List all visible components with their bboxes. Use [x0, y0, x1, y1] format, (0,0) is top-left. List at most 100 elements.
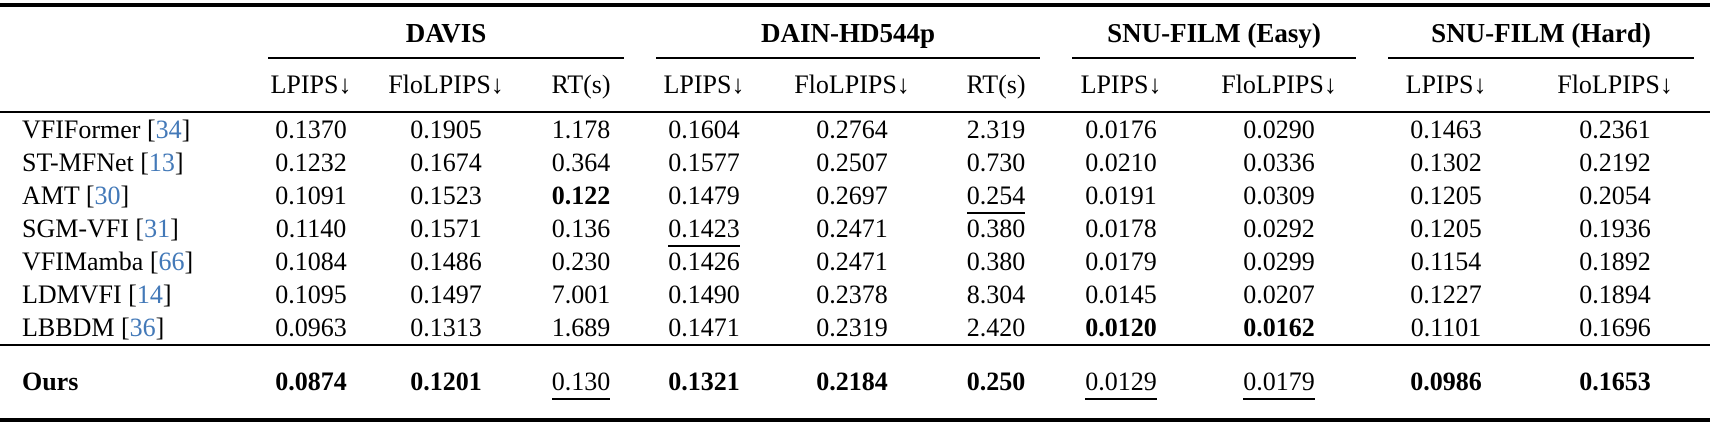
metric-value: 1.689	[551, 312, 611, 342]
citation-number[interactable]: 66	[158, 246, 185, 276]
metric-value: 2.319	[966, 114, 1026, 144]
method-name: LDMVFI	[22, 279, 122, 309]
citation-close-bracket: ]	[120, 180, 130, 210]
metric-value: 0.2378	[816, 279, 888, 309]
metric-value: 0.1095	[275, 279, 347, 309]
metric-value: 0.130	[551, 367, 611, 400]
citation-number[interactable]: 31	[144, 213, 171, 243]
metric-value: 0.0309	[1243, 180, 1315, 210]
metric-cell: 0.254	[936, 179, 1056, 214]
metric-value: 0.250	[966, 367, 1026, 396]
metric-value: 0.1894	[1579, 279, 1651, 309]
metric-value: 0.122	[551, 180, 611, 210]
table-row: LDMVFI [14] 0.1095 0.1497 7.001 0.1490 0.2378…	[0, 278, 1710, 311]
metric-value: 0.1479	[668, 180, 740, 210]
citation-number[interactable]: 30	[94, 180, 121, 210]
method-cell: AMT [30]	[0, 179, 252, 212]
metric-cell: 0.1095	[252, 278, 370, 311]
metric-value: 0.2361	[1579, 114, 1651, 144]
table-row: Ours 0.0874 0.1201 0.130 0.1321 0.2184 0.250 0.…	[0, 344, 1710, 422]
metric-cell: 0.1205	[1372, 212, 1520, 245]
citation-number[interactable]: 34	[155, 114, 182, 144]
metric-cell: 0.2471	[768, 212, 936, 245]
group-header-row: DAVIS DAIN-HD544p SNU-FILM (Easy) SNU-FI…	[0, 3, 1710, 113]
col-header-snu-easy-lpips: LPIPS↓	[1056, 59, 1187, 113]
metric-value: 0.0179	[1243, 367, 1315, 400]
metric-cell: 0.0162	[1186, 311, 1372, 345]
method-name: AMT	[22, 180, 80, 210]
metric-cell: 0.1091	[252, 179, 370, 212]
metric-value: 0.1604	[668, 114, 740, 144]
metric-cell: 0.364	[522, 146, 640, 179]
metric-cell: 0.1471	[640, 311, 768, 345]
metric-value: 0.1201	[410, 367, 482, 396]
metric-cell: 0.1201	[370, 344, 522, 422]
metric-cell: 0.1370	[252, 112, 370, 146]
metric-cell: 2.319	[936, 112, 1056, 146]
method-cell: VFIMamba [66]	[0, 245, 252, 278]
metric-value: 0.1205	[1410, 213, 1482, 243]
metric-cell: 0.1674	[370, 146, 522, 179]
metric-value: 0.1321	[668, 367, 740, 396]
metric-cell: 0.1084	[252, 245, 370, 278]
metric-value: 0.1313	[410, 312, 482, 346]
metric-cell: 0.0292	[1186, 212, 1372, 245]
group-header-snu-film-easy: SNU-FILM (Easy)	[1056, 3, 1373, 61]
metric-cell: 2.420	[936, 311, 1056, 345]
citation-open-bracket: [	[114, 312, 130, 342]
method-name: LBBDM	[22, 312, 115, 342]
metric-value: 0.0292	[1243, 213, 1315, 243]
metric-value: 0.2471	[816, 213, 888, 243]
col-header-davis-rt: RT(s)	[522, 59, 641, 113]
method-name: VFIMamba	[22, 246, 144, 276]
metric-cell: 0.1936	[1520, 212, 1710, 245]
metric-value: 0.0986	[1410, 367, 1482, 396]
metric-cell: 0.0290	[1186, 112, 1372, 146]
metric-value: 0.2764	[816, 114, 888, 144]
citation-number[interactable]: 36	[129, 312, 156, 342]
metric-value: 0.2184	[816, 367, 888, 396]
metric-cell: 0.0179	[1186, 344, 1373, 422]
metric-value: 0.0179	[1085, 246, 1157, 276]
metric-value: 0.380	[966, 213, 1026, 243]
citation-number[interactable]: 13	[148, 147, 175, 177]
method-name: SGM-VFI	[22, 213, 129, 243]
citation-open-bracket: [	[128, 213, 145, 243]
metric-value: 0.0145	[1085, 279, 1157, 309]
table-row: AMT [30] 0.1091 0.1523 0.122 0.1479 0.2697 0.2…	[0, 179, 1710, 214]
metric-cell: 0.1486	[370, 245, 522, 278]
method-name: VFIFormer	[22, 114, 141, 144]
metric-cell: 0.2764	[768, 112, 936, 146]
metric-cell: 0.0336	[1186, 146, 1372, 179]
metric-value: 7.001	[551, 279, 611, 309]
metric-cell: 0.0176	[1056, 112, 1186, 146]
metric-cell: 0.2697	[768, 179, 936, 212]
metric-cell: 0.122	[522, 179, 640, 212]
group-header-snu-film-hard: SNU-FILM (Hard)	[1372, 3, 1710, 61]
metric-value: 0.1091	[275, 180, 347, 210]
metric-cell: 0.1523	[370, 179, 522, 212]
metric-cell: 0.2192	[1520, 146, 1710, 179]
results-table-container: DAVIS DAIN-HD544p SNU-FILM (Easy) SNU-FI…	[0, 3, 1710, 422]
metric-cell: 0.1232	[252, 146, 370, 179]
metric-cell: 0.2507	[768, 146, 936, 179]
metric-cell: 0.1892	[1520, 245, 1710, 278]
table-row: VFIMamba [66] 0.1084 0.1486 0.230 0.1426 0.24…	[0, 245, 1710, 278]
citation-number[interactable]: 14	[136, 279, 163, 309]
col-header-davis-lpips: LPIPS↓	[252, 59, 370, 113]
metric-value: 0.1302	[1410, 147, 1482, 177]
metric-value: 0.1101	[1410, 312, 1482, 346]
metric-cell: 0.250	[936, 344, 1057, 422]
metric-cell: 0.1577	[640, 146, 768, 179]
metric-cell: 0.0207	[1186, 278, 1372, 311]
metric-value: 0.1205	[1410, 180, 1482, 210]
metric-cell: 0.1205	[1372, 179, 1520, 212]
metric-cell: 0.0963	[252, 311, 370, 346]
metric-value: 0.0874	[275, 367, 347, 396]
metric-value: 0.1577	[668, 147, 740, 177]
metric-value: 0.1571	[410, 213, 482, 243]
metric-value: 2.420	[966, 312, 1026, 342]
table-row: SGM-VFI [31] 0.1140 0.1571 0.136 0.1423 0.247…	[0, 212, 1710, 247]
metric-value: 0.1936	[1579, 213, 1651, 243]
method-cell: LDMVFI [14]	[0, 278, 252, 311]
